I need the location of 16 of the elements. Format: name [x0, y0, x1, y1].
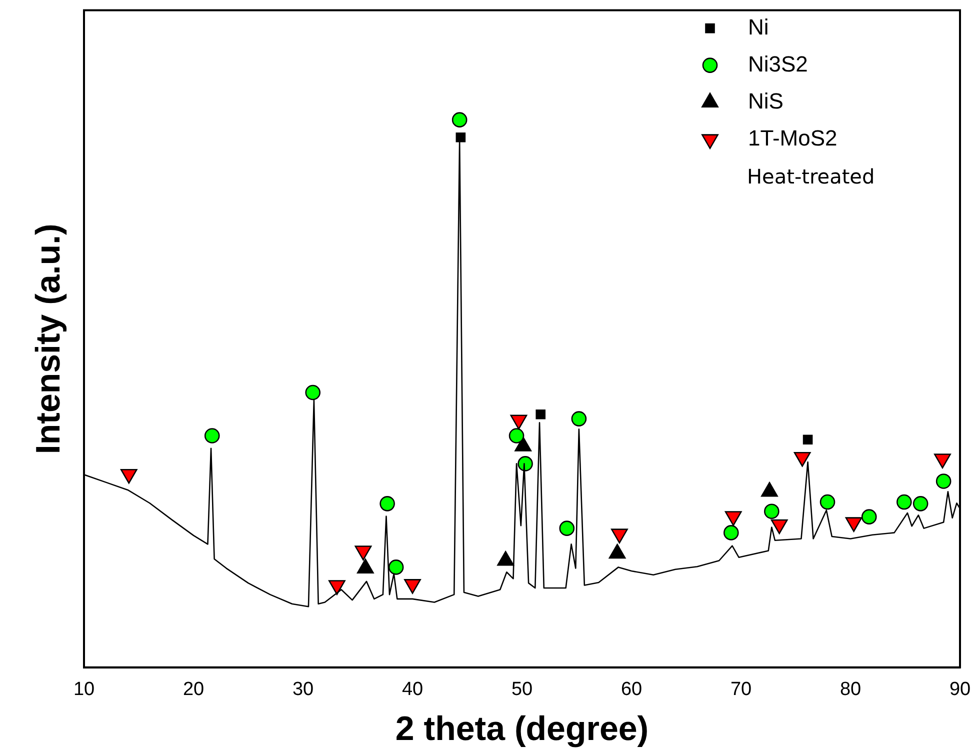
x-tick-label: 50 — [511, 679, 533, 700]
x-tick-label: 80 — [840, 679, 862, 700]
x-tick-label: 60 — [620, 679, 642, 700]
x-tick-label: 20 — [182, 679, 204, 700]
annotation: Heat-treated — [747, 164, 875, 189]
legend-label: Ni — [748, 14, 769, 40]
x-axis-title: 2 theta (degree) — [395, 710, 649, 748]
x-tick-label: 10 — [73, 679, 95, 700]
x-tick-label: 90 — [949, 679, 971, 700]
legend-label: NiS — [748, 88, 784, 114]
x-tick-label: 70 — [730, 679, 752, 700]
x-tick-label: 30 — [292, 679, 314, 700]
x-tick-label: 40 — [402, 679, 424, 700]
legend-label: Ni3S2 — [748, 51, 808, 76]
y-axis-title: Intensity (a.u.) — [29, 224, 68, 454]
legend-label: 1T-MoS2 — [748, 125, 838, 150]
